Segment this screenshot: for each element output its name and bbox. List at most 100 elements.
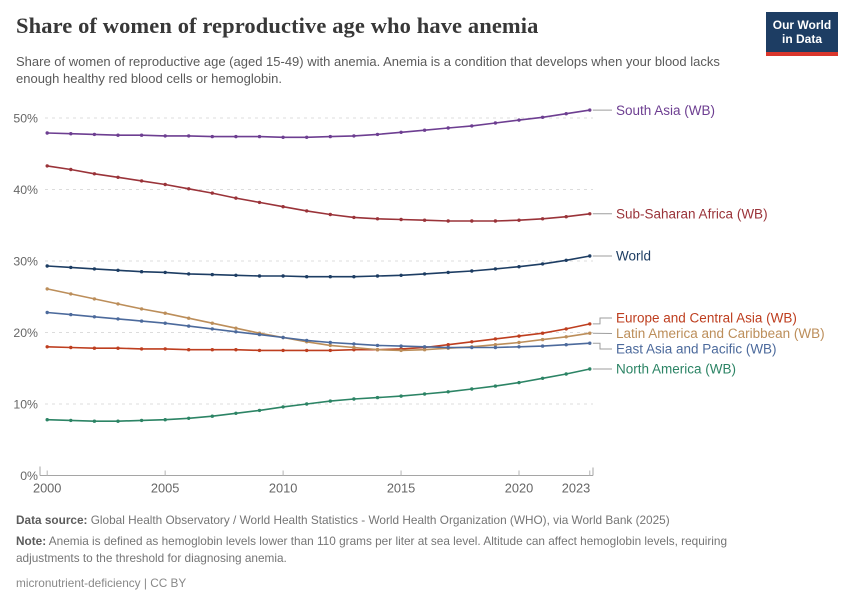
data-point bbox=[257, 274, 262, 278]
series-line-east-asia-and-pacific-wb[interactable] bbox=[46, 311, 591, 349]
data-point bbox=[517, 380, 521, 385]
series-label-europe-and-central-asia-wb[interactable]: Europe and Central Asia (WB) bbox=[616, 311, 797, 326]
series-label-sub-saharan-africa-wb[interactable]: Sub-Saharan Africa (WB) bbox=[616, 207, 768, 222]
data-point bbox=[92, 346, 97, 350]
data-point bbox=[328, 275, 332, 279]
series-sub-saharan-africa-wb[interactable] bbox=[45, 164, 592, 223]
series-line-latin-america-and-caribbean-wb[interactable] bbox=[46, 288, 591, 352]
data-point bbox=[375, 343, 380, 348]
data-point bbox=[139, 179, 144, 183]
data-point bbox=[422, 218, 427, 222]
data-point bbox=[493, 267, 498, 271]
data-point bbox=[517, 265, 521, 269]
data-point bbox=[92, 419, 97, 423]
data-point bbox=[399, 130, 403, 134]
data-point bbox=[493, 384, 498, 388]
data-point bbox=[540, 376, 545, 380]
data-point bbox=[422, 348, 427, 352]
data-point bbox=[517, 218, 521, 222]
data-point bbox=[45, 164, 49, 168]
data-point bbox=[210, 321, 214, 325]
license-text: micronutrient-deficiency | CC BY bbox=[16, 576, 187, 591]
data-point bbox=[328, 212, 332, 217]
data-point bbox=[92, 172, 97, 176]
data-point bbox=[446, 270, 450, 275]
data-point bbox=[281, 348, 285, 353]
data-point bbox=[45, 264, 49, 268]
data-point bbox=[422, 128, 427, 132]
data-point bbox=[517, 345, 521, 349]
data-point bbox=[257, 408, 262, 413]
series-label-north-america-wb[interactable]: North America (WB) bbox=[616, 362, 736, 377]
data-source-label: Data source: bbox=[16, 513, 88, 527]
series-label-east-asia-and-pacific-wb[interactable]: East Asia and Pacific (WB) bbox=[616, 342, 777, 357]
data-point bbox=[45, 131, 49, 135]
data-point bbox=[281, 405, 285, 409]
series-line-europe-and-central-asia-wb[interactable] bbox=[46, 323, 591, 352]
data-point bbox=[234, 326, 238, 330]
data-point bbox=[375, 132, 380, 137]
data-point bbox=[69, 345, 73, 350]
data-point bbox=[234, 196, 238, 200]
data-point bbox=[305, 209, 309, 213]
series-line-world[interactable] bbox=[46, 255, 591, 278]
data-point bbox=[139, 418, 144, 423]
data-point bbox=[92, 315, 97, 319]
series-label-world[interactable]: World bbox=[616, 249, 651, 264]
series-europe-and-central-asia-wb[interactable] bbox=[45, 322, 592, 353]
data-point bbox=[446, 343, 450, 347]
note-text: Anemia is defined as hemoglobin levels l… bbox=[16, 533, 728, 565]
data-point bbox=[163, 182, 167, 187]
x-axis-tick-label: 2015 bbox=[387, 481, 415, 496]
x-axis-tick-label: 2020 bbox=[505, 481, 533, 496]
note-label: Note: bbox=[16, 533, 47, 548]
series-line-sub-saharan-africa-wb[interactable] bbox=[46, 165, 591, 222]
data-point bbox=[163, 311, 167, 315]
data-point bbox=[163, 270, 167, 275]
data-point bbox=[45, 345, 49, 349]
data-point bbox=[446, 126, 450, 130]
label-connector bbox=[592, 317, 612, 325]
note-row: Note: Anemia is defined as hemoglobin le… bbox=[16, 533, 766, 567]
data-point bbox=[493, 219, 498, 223]
data-point bbox=[69, 132, 73, 136]
data-point bbox=[305, 135, 309, 139]
data-point bbox=[45, 418, 49, 422]
series-south-asia-wb[interactable] bbox=[45, 108, 592, 139]
data-point bbox=[352, 134, 356, 138]
data-point bbox=[540, 262, 545, 266]
owid-logo-line2: in Data bbox=[781, 32, 822, 47]
data-point bbox=[116, 268, 120, 272]
data-point bbox=[116, 419, 120, 423]
data-point bbox=[328, 343, 332, 348]
data-point bbox=[187, 348, 191, 352]
series-line-north-america-wb[interactable] bbox=[46, 368, 591, 423]
data-point bbox=[305, 348, 309, 353]
series-label-latin-america-and-caribbean-wb[interactable]: Latin America and Caribbean (WB) bbox=[616, 326, 825, 341]
y-axis-tick-label: 40% bbox=[13, 183, 38, 197]
chart-footer: Data source: Global Health Observatory /… bbox=[16, 512, 766, 592]
data-point bbox=[422, 392, 427, 396]
series-world[interactable] bbox=[45, 254, 592, 279]
data-point bbox=[257, 348, 262, 353]
series-line-south-asia-wb[interactable] bbox=[46, 109, 591, 139]
data-point bbox=[588, 212, 592, 216]
data-point bbox=[375, 348, 380, 352]
data-point bbox=[210, 327, 214, 331]
data-point bbox=[375, 217, 380, 221]
data-point bbox=[493, 343, 498, 347]
series-east-asia-and-pacific-wb[interactable] bbox=[45, 310, 592, 350]
series-north-america-wb[interactable] bbox=[45, 367, 592, 423]
y-axis-tick-label: 10% bbox=[13, 398, 38, 412]
data-point bbox=[470, 340, 474, 344]
data-point bbox=[187, 272, 191, 276]
data-point bbox=[328, 340, 332, 345]
data-point bbox=[564, 215, 568, 219]
data-point bbox=[257, 200, 262, 205]
data-point bbox=[352, 275, 356, 279]
data-point bbox=[540, 331, 545, 335]
data-point bbox=[328, 399, 332, 403]
data-point bbox=[305, 402, 309, 406]
series-label-south-asia-wb[interactable]: South Asia (WB) bbox=[616, 103, 715, 118]
